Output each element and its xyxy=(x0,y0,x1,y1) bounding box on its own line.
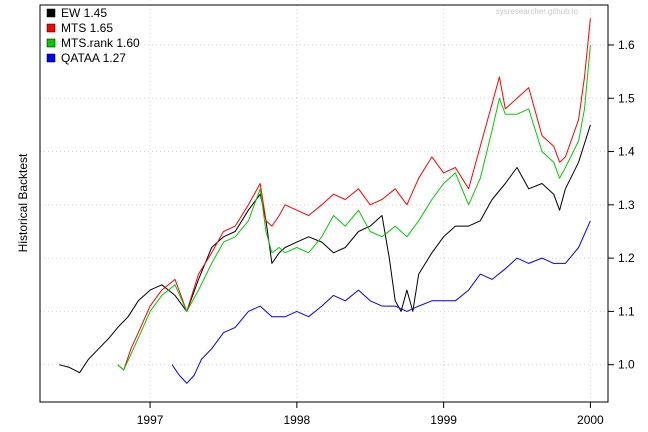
legend-swatch xyxy=(46,23,56,33)
y-tick-label: 1.4 xyxy=(618,145,635,159)
legend-swatch xyxy=(46,53,56,63)
y-tick-label: 1.6 xyxy=(618,38,635,52)
y-tick-label: 1.1 xyxy=(618,304,635,318)
y-tick-label: 1.0 xyxy=(618,358,635,372)
y-axis-label: Historical Backtest xyxy=(16,153,30,252)
watermark: sysresearcher.github.io xyxy=(496,7,579,16)
series-line-qataa-1-27 xyxy=(171,220,591,384)
series-line-ew-1-45 xyxy=(58,124,591,374)
x-tick-label: 1997 xyxy=(137,413,164,427)
legend-swatch xyxy=(46,38,56,48)
series-lines xyxy=(58,18,591,384)
series-line-mts-1-65 xyxy=(117,18,591,371)
legend-label: EW 1.45 xyxy=(61,6,107,20)
y-tick-label: 1.2 xyxy=(618,251,635,265)
legend-label: QATAA 1.27 xyxy=(61,51,126,65)
x-tick-label: 1999 xyxy=(430,413,457,427)
series-line-mts-rank-1-60 xyxy=(117,44,591,371)
y-tick-label: 1.5 xyxy=(618,91,635,105)
x-tick-label: 1998 xyxy=(283,413,310,427)
grid xyxy=(40,5,608,402)
y-tick-label: 1.3 xyxy=(618,198,635,212)
legend-label: MTS.rank 1.60 xyxy=(61,36,140,50)
x-tick-label: 2000 xyxy=(577,413,604,427)
x-axis: 1997 1998 1999 2000 xyxy=(137,402,604,427)
legend-label: MTS 1.65 xyxy=(61,21,113,35)
plot-frame xyxy=(39,4,609,403)
legend-swatch xyxy=(46,8,56,18)
y-axis: 1.0 1.1 1.2 1.3 1.4 1.5 1.6 xyxy=(608,38,635,372)
